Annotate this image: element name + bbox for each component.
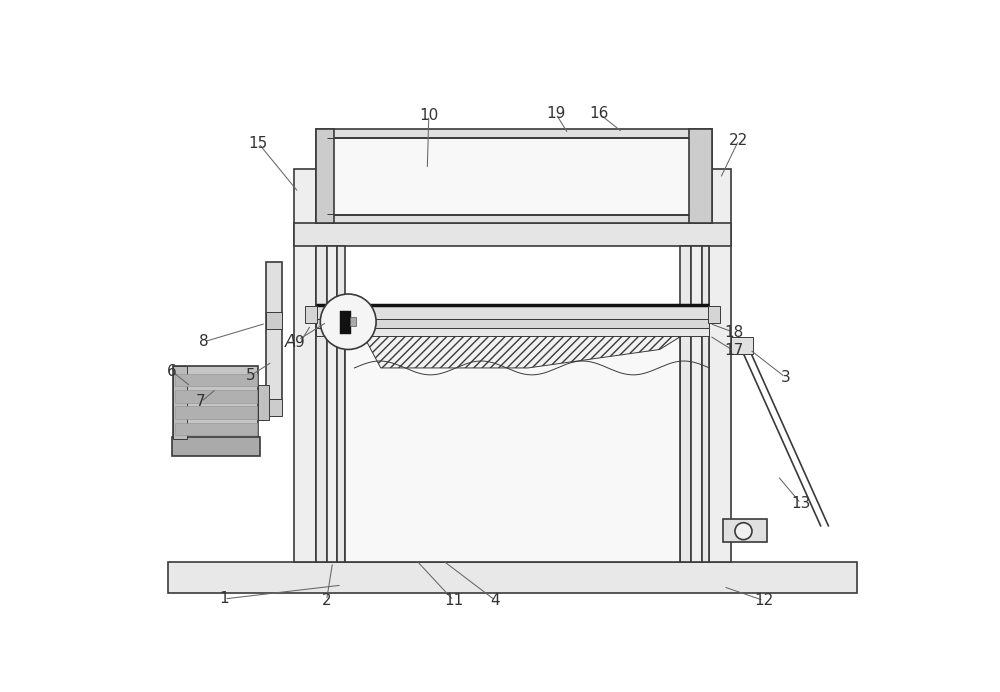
Bar — [680, 246, 691, 562]
Bar — [175, 390, 257, 403]
Bar — [175, 423, 257, 435]
Bar — [731, 337, 753, 354]
Bar — [266, 399, 282, 416]
Bar — [316, 328, 709, 336]
Text: 12: 12 — [754, 593, 773, 608]
Bar — [266, 262, 282, 400]
Text: 2: 2 — [322, 593, 331, 608]
Text: 5: 5 — [246, 368, 255, 383]
Bar — [266, 313, 282, 329]
Bar — [326, 137, 700, 215]
Bar — [350, 317, 356, 327]
Bar — [316, 129, 712, 224]
Bar — [340, 311, 351, 334]
Text: 7: 7 — [196, 394, 206, 410]
Bar — [173, 365, 258, 439]
Bar — [337, 246, 345, 562]
Text: 9: 9 — [295, 335, 305, 350]
Text: 4: 4 — [491, 593, 500, 608]
Text: 13: 13 — [791, 496, 810, 511]
Bar — [709, 170, 731, 562]
Text: 6: 6 — [167, 363, 176, 379]
Text: 10: 10 — [419, 108, 438, 123]
Bar — [175, 374, 257, 386]
Text: A: A — [285, 333, 297, 351]
Bar — [294, 224, 731, 246]
Bar — [173, 365, 187, 439]
Text: 11: 11 — [444, 593, 463, 608]
Bar — [702, 246, 709, 562]
Text: 19: 19 — [546, 107, 566, 121]
Bar — [723, 519, 767, 542]
Text: 18: 18 — [725, 325, 744, 340]
Bar — [708, 306, 720, 322]
Text: 3: 3 — [780, 370, 790, 385]
Bar — [305, 306, 317, 322]
Bar — [691, 246, 702, 562]
Text: 15: 15 — [249, 136, 268, 151]
Bar — [175, 406, 257, 419]
Bar — [689, 129, 712, 224]
Bar — [345, 327, 680, 562]
Bar — [316, 129, 334, 224]
Bar — [294, 170, 316, 562]
Text: 22: 22 — [729, 133, 748, 147]
Polygon shape — [354, 304, 709, 368]
Bar — [168, 562, 857, 593]
Bar — [258, 385, 269, 419]
Bar — [326, 246, 337, 562]
Bar — [172, 437, 260, 456]
Text: 8: 8 — [199, 334, 209, 349]
Circle shape — [735, 522, 752, 540]
Bar — [316, 318, 709, 328]
Circle shape — [320, 294, 376, 349]
Text: 17: 17 — [725, 343, 744, 358]
Bar — [316, 304, 709, 318]
Text: 1: 1 — [219, 592, 229, 606]
Bar — [316, 246, 326, 562]
Text: 16: 16 — [590, 107, 609, 121]
